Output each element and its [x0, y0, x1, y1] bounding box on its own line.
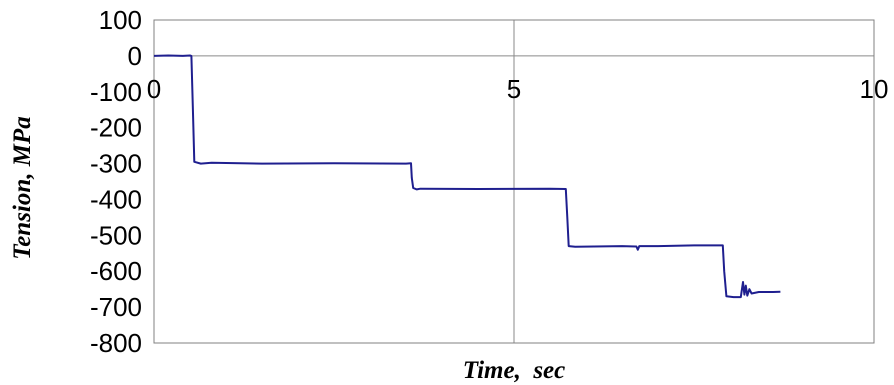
plot-area-border	[153, 19, 875, 344]
y-tick-label: -200	[90, 113, 142, 143]
x-tick-label: 10	[860, 74, 889, 104]
x-tick-label: 5	[507, 74, 521, 104]
y-tick-label: -600	[90, 256, 142, 286]
y-tick-label: 0	[128, 41, 142, 71]
x-tick-labels: 0 5 10	[147, 74, 889, 104]
y-tick-label: -100	[90, 77, 142, 107]
y-tick-labels: 100 0 -100 -200 -300 -400 -500 -600 -700 -800	[90, 5, 142, 358]
y-tick-label: -800	[90, 328, 142, 358]
gridlines	[153, 20, 875, 343]
y-tick-label: -300	[90, 149, 142, 179]
y-tick-label: -500	[90, 220, 142, 250]
series-group	[153, 54, 781, 299]
x-tick-label: 0	[147, 74, 161, 104]
tension-series-line	[153, 54, 781, 299]
y-axis-label: Tension, MPa	[9, 116, 36, 260]
x-axis-label: Time, sec	[463, 357, 566, 384]
y-tick-label: -700	[90, 292, 142, 322]
y-tick-label: 100	[99, 5, 142, 35]
y-tick-label: -400	[90, 184, 142, 214]
